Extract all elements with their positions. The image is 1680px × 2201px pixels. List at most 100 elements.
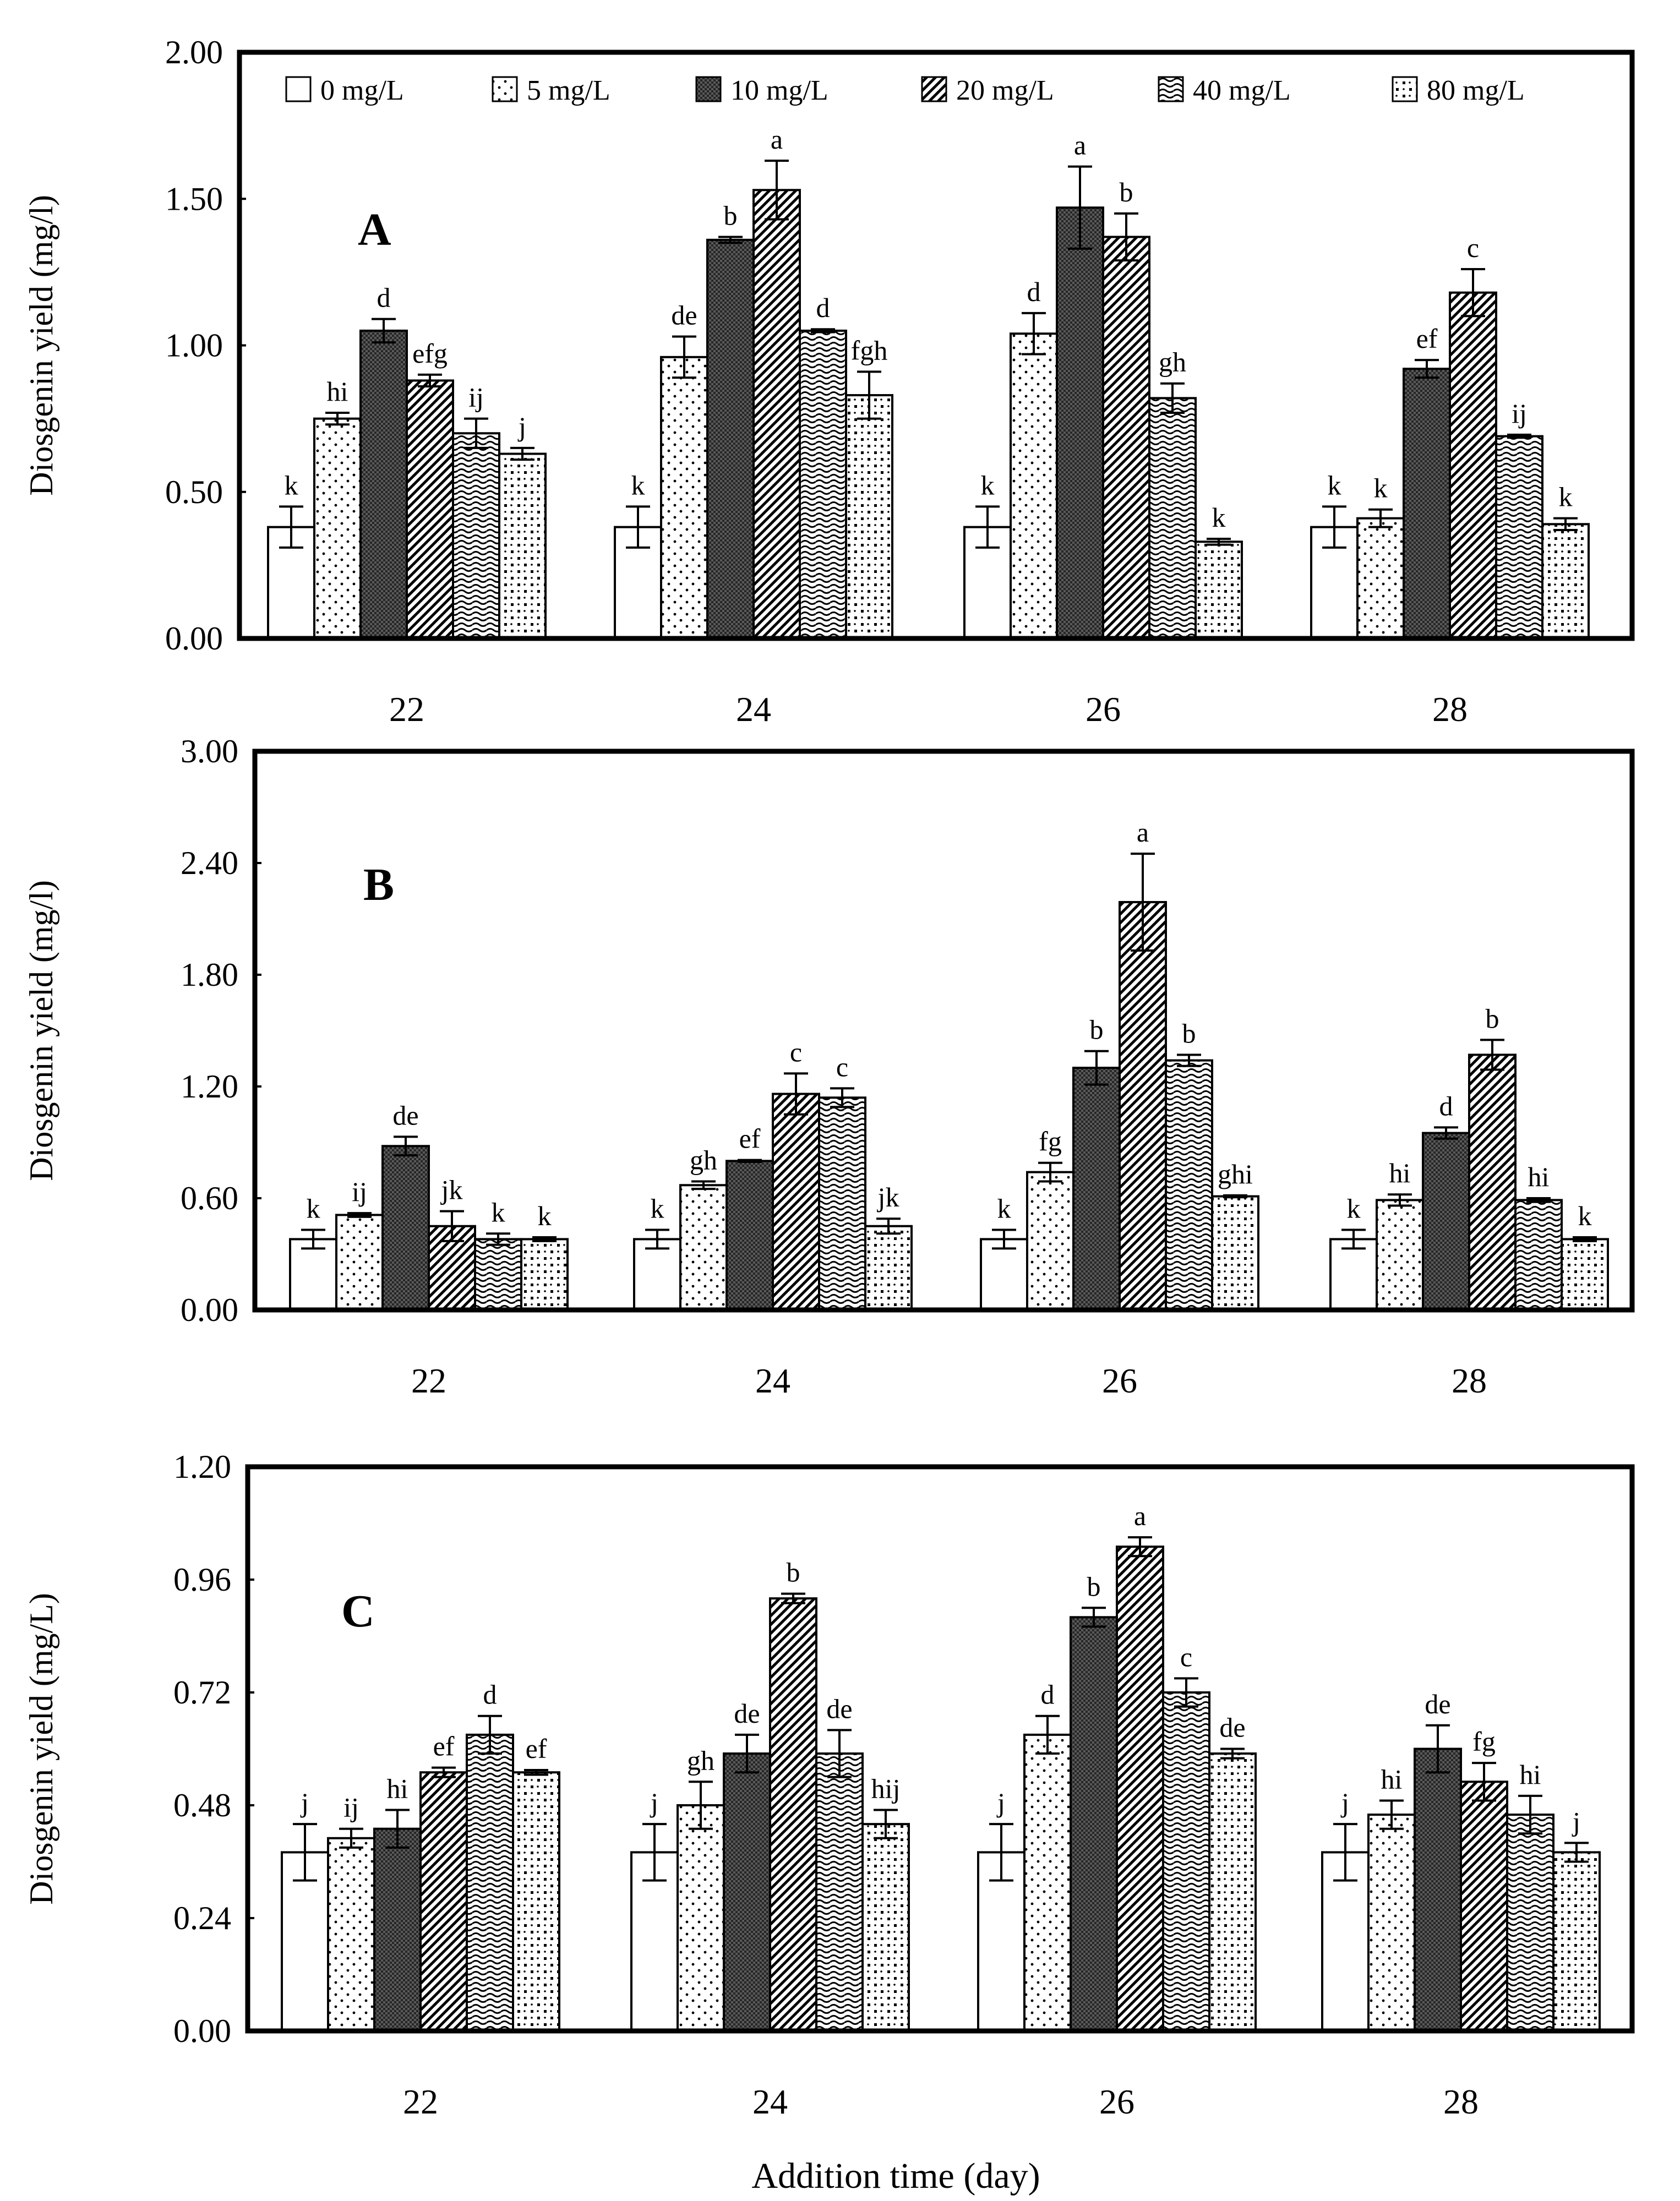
significance-label: c bbox=[1467, 232, 1479, 263]
significance-label: b bbox=[787, 1557, 800, 1588]
significance-label: j bbox=[300, 1787, 309, 1818]
significance-label: d bbox=[1439, 1090, 1453, 1121]
significance-label: fg bbox=[1039, 1126, 1062, 1157]
bar bbox=[1449, 291, 1497, 640]
y-tick-label: 1.50 bbox=[165, 181, 223, 217]
significance-label: k bbox=[1328, 469, 1341, 500]
bar bbox=[381, 1145, 430, 1311]
significance-label: ij bbox=[352, 1176, 367, 1207]
panel-letter: A bbox=[358, 204, 391, 255]
significance-label: de bbox=[734, 1698, 760, 1729]
significance-label: hi bbox=[1389, 1157, 1411, 1188]
bar bbox=[359, 329, 408, 640]
significance-label: d bbox=[1041, 1679, 1055, 1710]
significance-label: k bbox=[1374, 473, 1388, 504]
bar bbox=[1010, 332, 1058, 640]
bar bbox=[799, 329, 847, 640]
bar bbox=[1056, 206, 1104, 640]
bar bbox=[1329, 1238, 1378, 1312]
chart-panel-B: 0.00 0.60 1.20 1.80 2.40 3.00 Diosgenin yield … bbox=[23, 733, 1635, 1400]
significance-label: gh bbox=[1159, 347, 1186, 378]
legend-swatch bbox=[1392, 76, 1418, 102]
x-category-label: 24 bbox=[752, 2082, 788, 2121]
x-category-label: 26 bbox=[1099, 2082, 1134, 2121]
x-category-label: 28 bbox=[1443, 2082, 1479, 2121]
significance-label: k bbox=[981, 469, 995, 500]
significance-label: c bbox=[1180, 1641, 1192, 1672]
significance-label: k bbox=[1559, 482, 1573, 512]
bar bbox=[1403, 368, 1451, 640]
significance-label: fg bbox=[1472, 1726, 1496, 1757]
bar bbox=[1211, 1195, 1259, 1312]
significance-label: k bbox=[285, 469, 298, 500]
legend-swatch bbox=[1158, 76, 1184, 102]
y-tick-label: 0.72 bbox=[173, 1674, 231, 1711]
significance-label: de bbox=[1219, 1712, 1245, 1743]
bar bbox=[769, 1597, 817, 2033]
bar bbox=[406, 379, 454, 640]
significance-label: fgh bbox=[851, 335, 888, 365]
bar bbox=[373, 1827, 422, 2032]
legend-label: 20 mg/L bbox=[956, 75, 1054, 106]
bar bbox=[1468, 1053, 1517, 1311]
bar bbox=[1356, 517, 1405, 640]
panels-layer: 0.00 0.50 1.00 1.50 2.00 Diosgenin yield (mg/… bbox=[23, 34, 1635, 2196]
y-tick-label: 0.00 bbox=[165, 620, 223, 657]
y-tick-label: 3.00 bbox=[181, 733, 238, 769]
significance-label: ij bbox=[468, 382, 484, 413]
significance-label: k bbox=[538, 1200, 552, 1231]
bar bbox=[1414, 1747, 1462, 2032]
significance-label: d bbox=[1027, 276, 1041, 307]
plot-frame bbox=[237, 50, 1635, 641]
x-category-label: 26 bbox=[1086, 690, 1121, 729]
y-tick-label: 0.00 bbox=[173, 2013, 231, 2049]
significance-label: d bbox=[377, 282, 391, 313]
bar bbox=[1102, 236, 1150, 640]
x-category-label: 22 bbox=[411, 1361, 446, 1400]
significance-label: hi bbox=[1520, 1759, 1541, 1790]
y-tick-label: 0.00 bbox=[181, 1292, 238, 1328]
legend-label: 0 mg/L bbox=[320, 75, 404, 106]
bar bbox=[1460, 1781, 1508, 2033]
bar bbox=[1541, 523, 1590, 640]
legend: 0 mg/L 5 mg/L 10 mg/L 20 mg/L 40 mg/L 80 mg/L bbox=[285, 75, 1525, 106]
significance-label: gh bbox=[687, 1745, 714, 1776]
significance-label: b bbox=[1090, 1014, 1104, 1045]
legend-label: 80 mg/L bbox=[1427, 75, 1525, 106]
y-tick-label: 0.96 bbox=[173, 1561, 231, 1598]
chart-panel-A: 0.00 0.50 1.00 1.50 2.00 Diosgenin yield (mg/… bbox=[23, 34, 1635, 729]
significance-label: j bbox=[650, 1787, 658, 1818]
significance-label: d bbox=[483, 1679, 497, 1710]
significance-label: ef bbox=[739, 1123, 761, 1154]
bar bbox=[1376, 1199, 1424, 1311]
plot-frame bbox=[252, 749, 1635, 1313]
y-tick-label: 0.60 bbox=[181, 1180, 238, 1216]
significance-label: j bbox=[1340, 1787, 1349, 1818]
y-axis-label: Diosgenin yield (mg/l) bbox=[23, 880, 59, 1181]
bar bbox=[1514, 1199, 1563, 1311]
x-category-label: 28 bbox=[1432, 690, 1468, 729]
x-category-label: 24 bbox=[736, 690, 771, 729]
bar bbox=[335, 1214, 384, 1311]
bar bbox=[474, 1238, 522, 1312]
significance-label: hi bbox=[387, 1773, 408, 1804]
significance-label: gh bbox=[690, 1145, 717, 1176]
y-tick-label: 1.20 bbox=[173, 1449, 231, 1485]
x-category-label: 22 bbox=[403, 2082, 438, 2121]
bar bbox=[1321, 1851, 1370, 2033]
significance-label: a bbox=[1137, 817, 1149, 848]
x-category-label: 28 bbox=[1452, 1361, 1487, 1400]
bar bbox=[1561, 1238, 1609, 1312]
significance-label: k bbox=[1347, 1193, 1361, 1224]
significance-label: a bbox=[771, 124, 783, 155]
significance-label: ef bbox=[433, 1731, 455, 1762]
significance-label: k bbox=[492, 1197, 505, 1227]
bar bbox=[1506, 1814, 1554, 2032]
significance-label: b bbox=[1087, 1571, 1101, 1602]
chart-panel-C: 0.00 0.24 0.48 0.72 0.96 1.20 Diosgenin yield … bbox=[23, 1449, 1635, 2196]
panel-letter: B bbox=[363, 859, 394, 910]
significance-label: de bbox=[392, 1100, 418, 1130]
significance-label: j bbox=[517, 411, 526, 442]
y-tick-label: 1.00 bbox=[165, 327, 223, 364]
